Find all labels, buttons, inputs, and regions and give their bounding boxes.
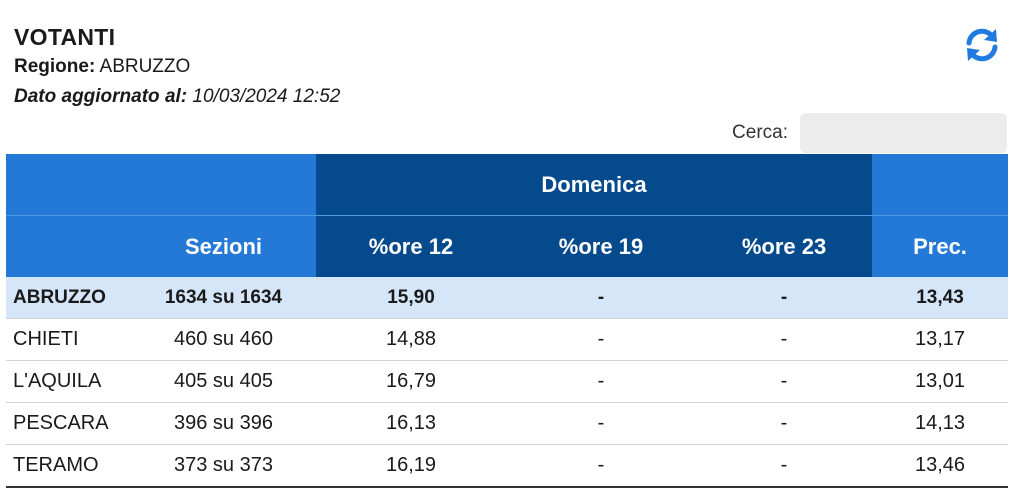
table-row-total[interactable]: ABRUZZO 1634 su 1634 15,90 - - 13,43: [6, 277, 1009, 319]
column-header-prec[interactable]: Prec.: [872, 215, 1009, 277]
cell-name: ABRUZZO: [6, 277, 131, 319]
cell-ore19: -: [506, 318, 696, 361]
cell-sezioni: 405 su 405: [131, 360, 316, 403]
region-label: Regione:: [14, 56, 96, 77]
column-header-ore23[interactable]: %ore 23: [696, 215, 873, 277]
cell-ore23: -: [696, 318, 873, 361]
cell-prec: 13,01: [872, 360, 1009, 403]
header-blank: [872, 154, 1009, 216]
header-blank: [131, 154, 316, 216]
cell-ore23: -: [696, 444, 873, 488]
cell-name: PESCARA: [6, 402, 131, 445]
column-header-sezioni[interactable]: Sezioni: [131, 215, 316, 277]
cell-sezioni: 1634 su 1634: [131, 277, 316, 319]
search-label: Cerca:: [732, 122, 788, 143]
cell-ore19: -: [506, 360, 696, 403]
table-row[interactable]: L'AQUILA 405 su 405 16,79 - - 13,01: [6, 360, 1009, 403]
search-field[interactable]: [800, 113, 1024, 153]
cell-ore12: 15,90: [316, 277, 506, 319]
table-row[interactable]: CHIETI 460 su 460 14,88 - - 13,17: [6, 318, 1009, 361]
refresh-icon: [966, 28, 998, 62]
column-header-ore19[interactable]: %ore 19: [506, 215, 696, 277]
cell-prec: 13,17: [872, 318, 1009, 361]
cell-prec: 13,46: [872, 444, 1009, 488]
updated-line: Dato aggiornato al: 10/03/2024 12:52: [14, 82, 340, 112]
updated-label: Dato aggiornato al:: [14, 86, 188, 107]
cell-ore19: -: [506, 277, 696, 319]
header-blank: [6, 154, 131, 216]
table-row[interactable]: TERAMO 373 su 373 16,19 - - 13,46: [6, 444, 1009, 488]
cell-ore12: 16,19: [316, 444, 506, 488]
table-column-header-row: Sezioni %ore 12 %ore 19 %ore 23 Prec.: [6, 215, 1009, 277]
group-header-domenica: Domenica: [316, 154, 873, 216]
cell-name: L'AQUILA: [6, 360, 131, 403]
refresh-button[interactable]: [960, 25, 1004, 65]
cell-ore23: -: [696, 277, 873, 319]
cell-prec: 13,43: [872, 277, 1009, 319]
cell-ore12: 16,13: [316, 402, 506, 445]
cell-ore12: 14,88: [316, 318, 506, 361]
updated-value: 10/03/2024 12:52: [192, 86, 341, 107]
region-value: ABRUZZO: [99, 56, 191, 77]
cell-ore23: -: [696, 402, 873, 445]
region-line: Regione: ABRUZZO: [14, 52, 340, 82]
search-input[interactable]: [816, 117, 1024, 149]
cell-ore19: -: [506, 402, 696, 445]
cell-ore23: -: [696, 360, 873, 403]
cell-prec: 14,13: [872, 402, 1009, 445]
cell-ore12: 16,79: [316, 360, 506, 403]
table-row[interactable]: PESCARA 396 su 396 16,13 - - 14,13: [6, 402, 1009, 445]
cell-sezioni: 460 su 460: [131, 318, 316, 361]
table-group-header-row: Domenica: [6, 154, 1009, 216]
cell-name: CHIETI: [6, 318, 131, 361]
cell-ore19: -: [506, 444, 696, 488]
column-header-name[interactable]: [6, 215, 131, 277]
page-header: VOTANTI Regione: ABRUZZO Dato aggiornato…: [14, 22, 340, 112]
search-bar: Cerca:: [700, 113, 1024, 153]
column-header-ore12[interactable]: %ore 12: [316, 215, 506, 277]
results-table: Domenica Sezioni %ore 12 %ore 19 %ore 23…: [6, 154, 1009, 488]
cell-sezioni: 396 su 396: [131, 402, 316, 445]
cell-sezioni: 373 su 373: [131, 444, 316, 488]
cell-name: TERAMO: [6, 444, 131, 488]
page-title: VOTANTI: [14, 24, 116, 50]
